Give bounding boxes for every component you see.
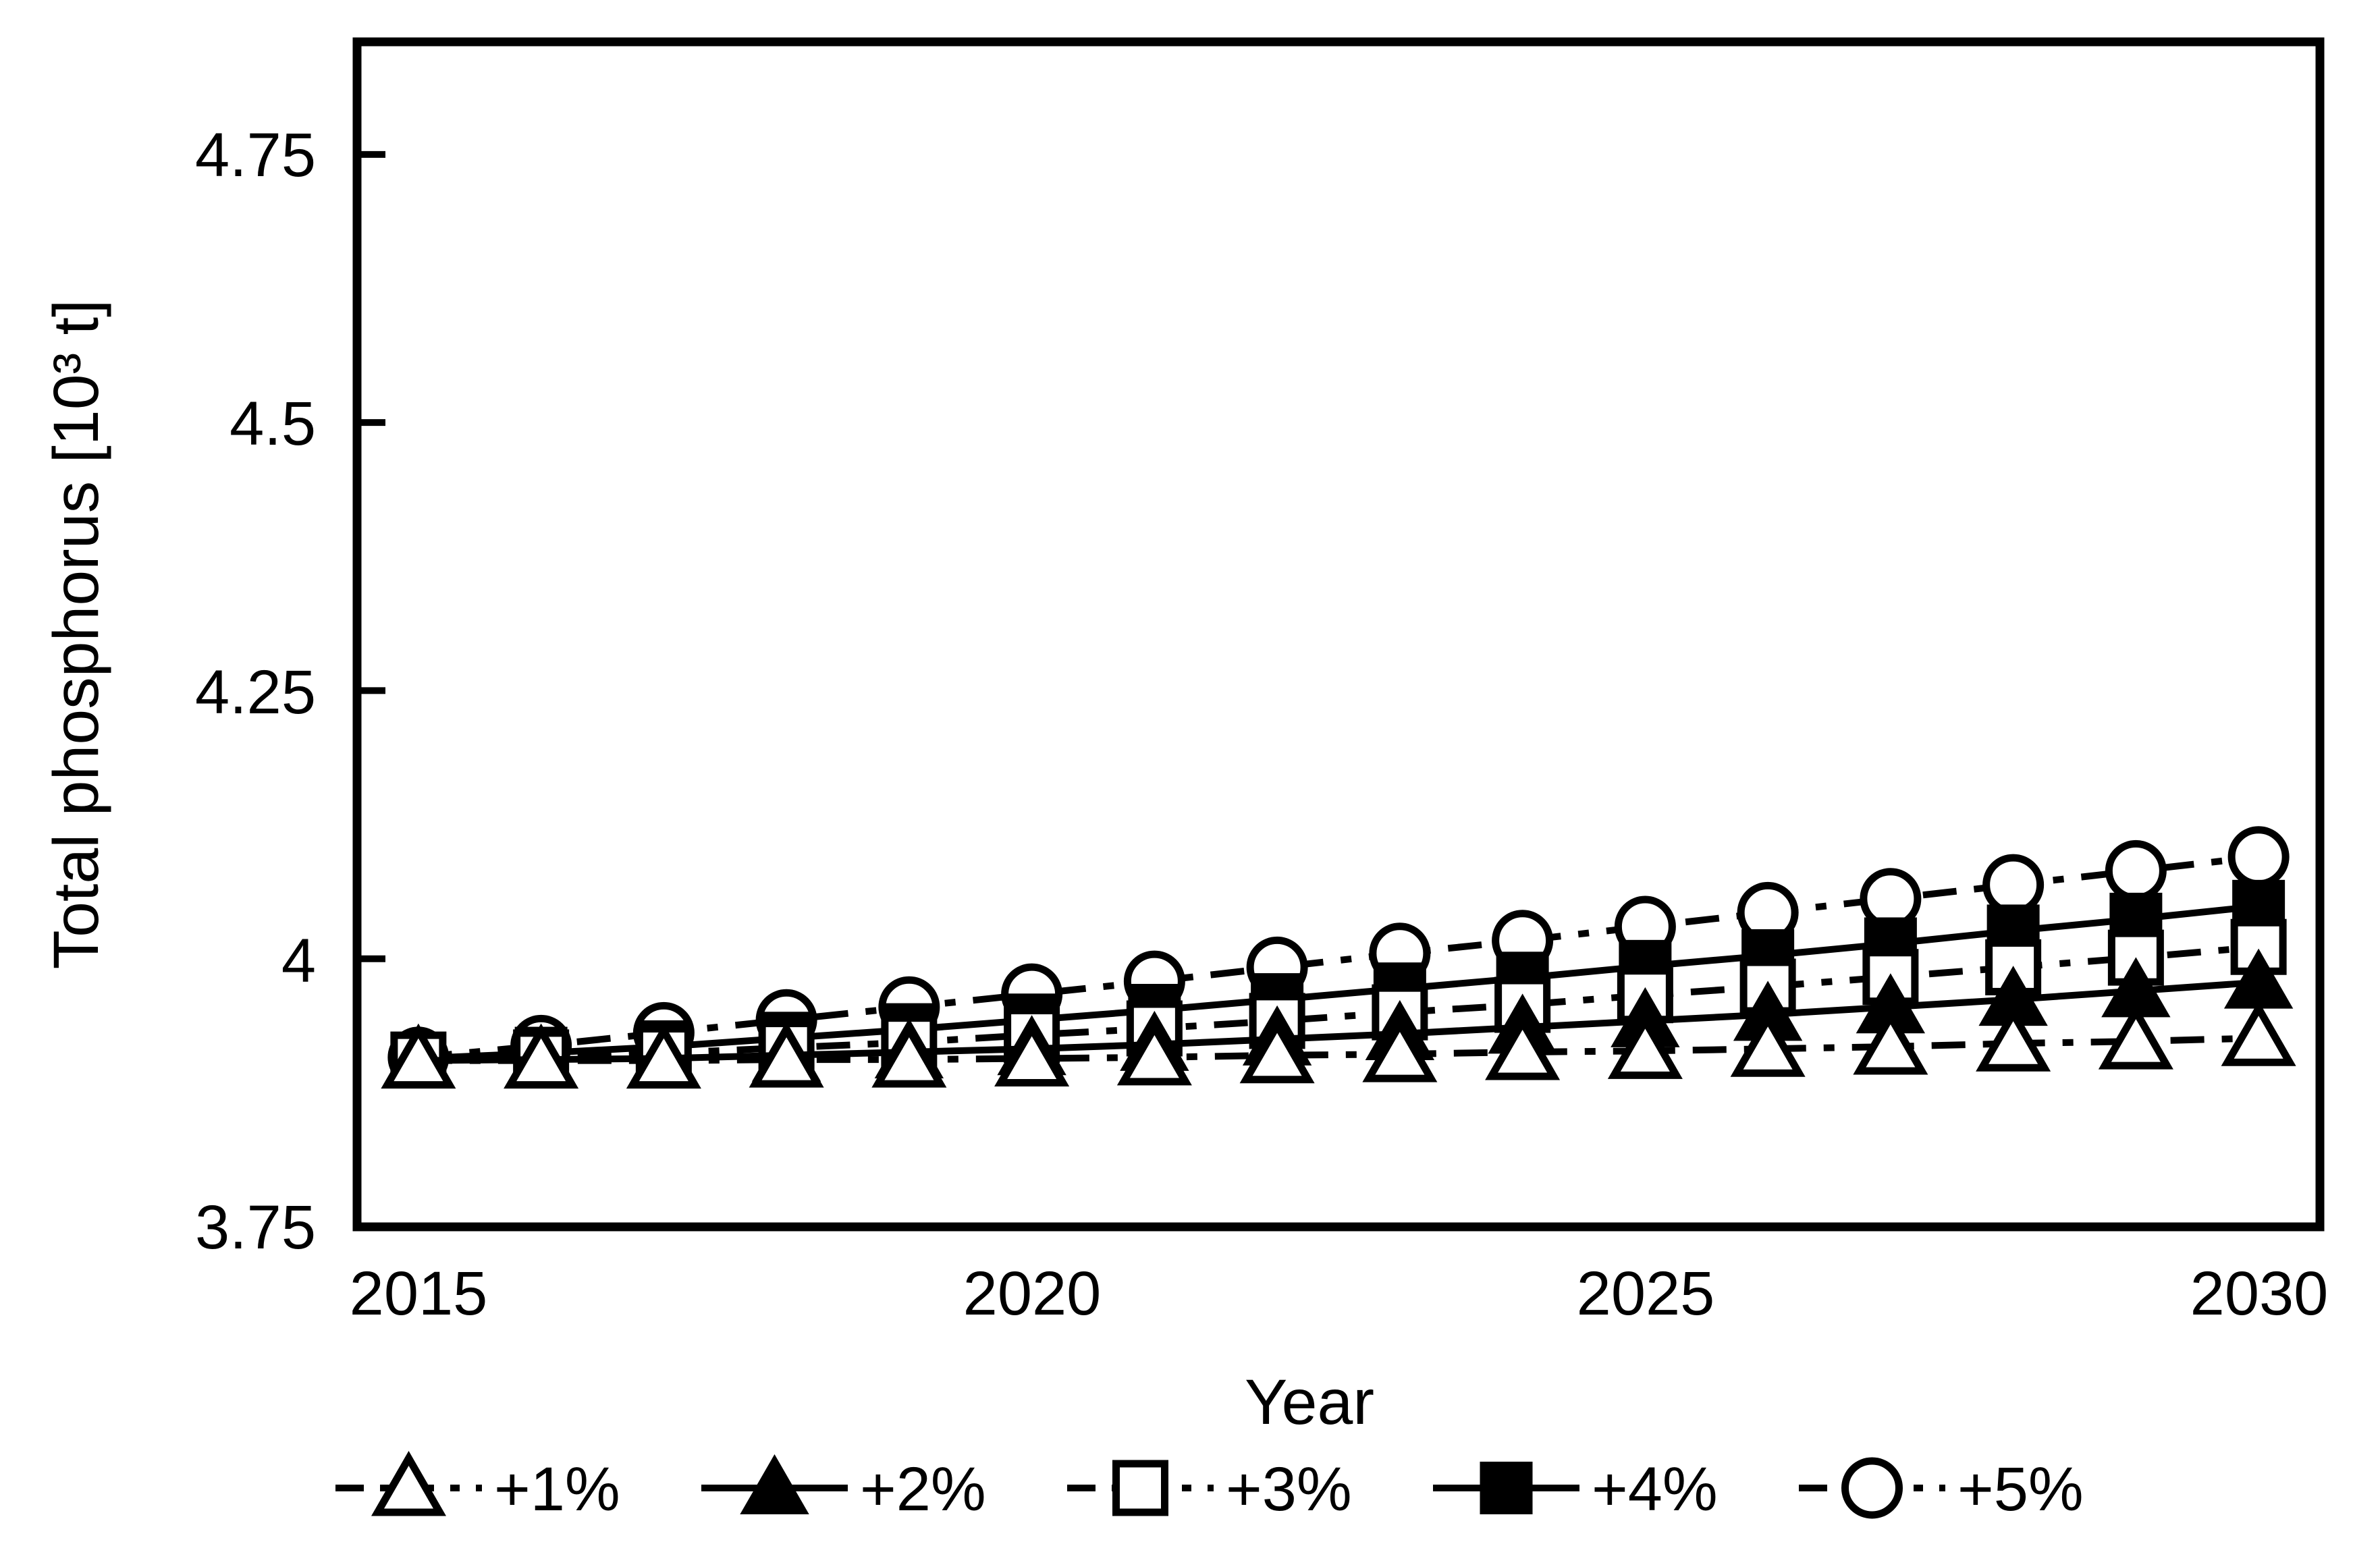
series-line <box>418 943 2259 1064</box>
legend-label-plus-1pct: +1% <box>494 1455 620 1524</box>
x-tick-label: 2025 <box>1577 1259 1715 1328</box>
x-axis-tick-labels: 2015 2020 2025 2030 <box>350 1259 2329 1328</box>
legend-label-plus-3pct: +3% <box>1226 1455 1352 1524</box>
legend-item-plus-2pct <box>701 1454 848 1514</box>
series-layer <box>381 826 2296 1089</box>
marker-triangle-open <box>1239 1018 1315 1084</box>
legend: +1% +2% +3% +4% +5% <box>335 1450 2084 1524</box>
marker-square-open <box>1112 1460 1168 1516</box>
legend-item-plus-1pct <box>335 1450 482 1516</box>
series-line <box>418 902 2259 1062</box>
x-tick-label: 2020 <box>963 1259 1102 1328</box>
x-axis-title: Year <box>1245 1367 1374 1438</box>
legend-label-plus-4pct: +4% <box>1592 1455 1718 1524</box>
series-line <box>418 853 2259 1061</box>
marker-square-filled <box>1480 1462 1533 1514</box>
series-plus-1pct <box>381 1001 2296 1089</box>
x-tick-label: 2030 <box>2190 1259 2329 1328</box>
marker-triangle-open <box>1362 1017 1438 1082</box>
marker-triangle-open <box>2098 1004 2173 1070</box>
legend-label-plus-2pct: +2% <box>860 1455 986 1524</box>
y-tick-marks <box>361 150 385 1230</box>
y-tick-label: 4.5 <box>229 389 316 458</box>
marker-triangle-open <box>371 1450 447 1516</box>
marker-triangle-open <box>1116 1020 1192 1086</box>
marker-triangle-open <box>1853 1009 1928 1075</box>
marker-triangle-open <box>1607 1014 1683 1079</box>
marker-circle-open <box>1841 1457 1903 1519</box>
marker-triangle-open <box>871 1022 947 1088</box>
marker-triangle-open <box>381 1023 456 1089</box>
y-axis-tick-labels: 3.75 4 4.25 4.5 4.75 <box>195 121 316 1262</box>
marker-triangle-open <box>994 1021 1070 1087</box>
marker-circle-open <box>2105 839 2167 902</box>
y-axis-title: Total phosphorus [10³ t] <box>40 300 112 970</box>
marker-circle-open <box>1982 854 2045 916</box>
marker-triangle-open <box>504 1023 579 1089</box>
x-tick-label: 2015 <box>350 1259 488 1328</box>
marker-triangle-open <box>1730 1012 1806 1077</box>
y-tick-label: 4 <box>281 927 316 995</box>
marker-circle-open <box>2227 826 2290 888</box>
y-tick-label: 3.75 <box>195 1193 316 1262</box>
series-line <box>418 1035 2259 1064</box>
legend-item-plus-5pct <box>1799 1457 1945 1519</box>
series-line <box>418 978 2259 1064</box>
legend-label-plus-5pct: +5% <box>1957 1455 2084 1524</box>
marker-triangle-open <box>1485 1014 1561 1080</box>
marker-triangle-open <box>626 1023 701 1089</box>
marker-triangle-open <box>1976 1006 2051 1072</box>
legend-samples <box>335 1450 1945 1519</box>
plot-border <box>352 37 2325 1232</box>
legend-item-plus-4pct <box>1433 1462 1579 1514</box>
marker-triangle-open <box>749 1022 824 1088</box>
y-tick-label: 4.25 <box>195 658 316 727</box>
legend-item-plus-3pct <box>1067 1460 1214 1516</box>
marker-triangle-filled <box>740 1454 809 1514</box>
marker-triangle-open <box>2221 1001 2296 1066</box>
y-tick-label: 4.75 <box>195 121 316 190</box>
